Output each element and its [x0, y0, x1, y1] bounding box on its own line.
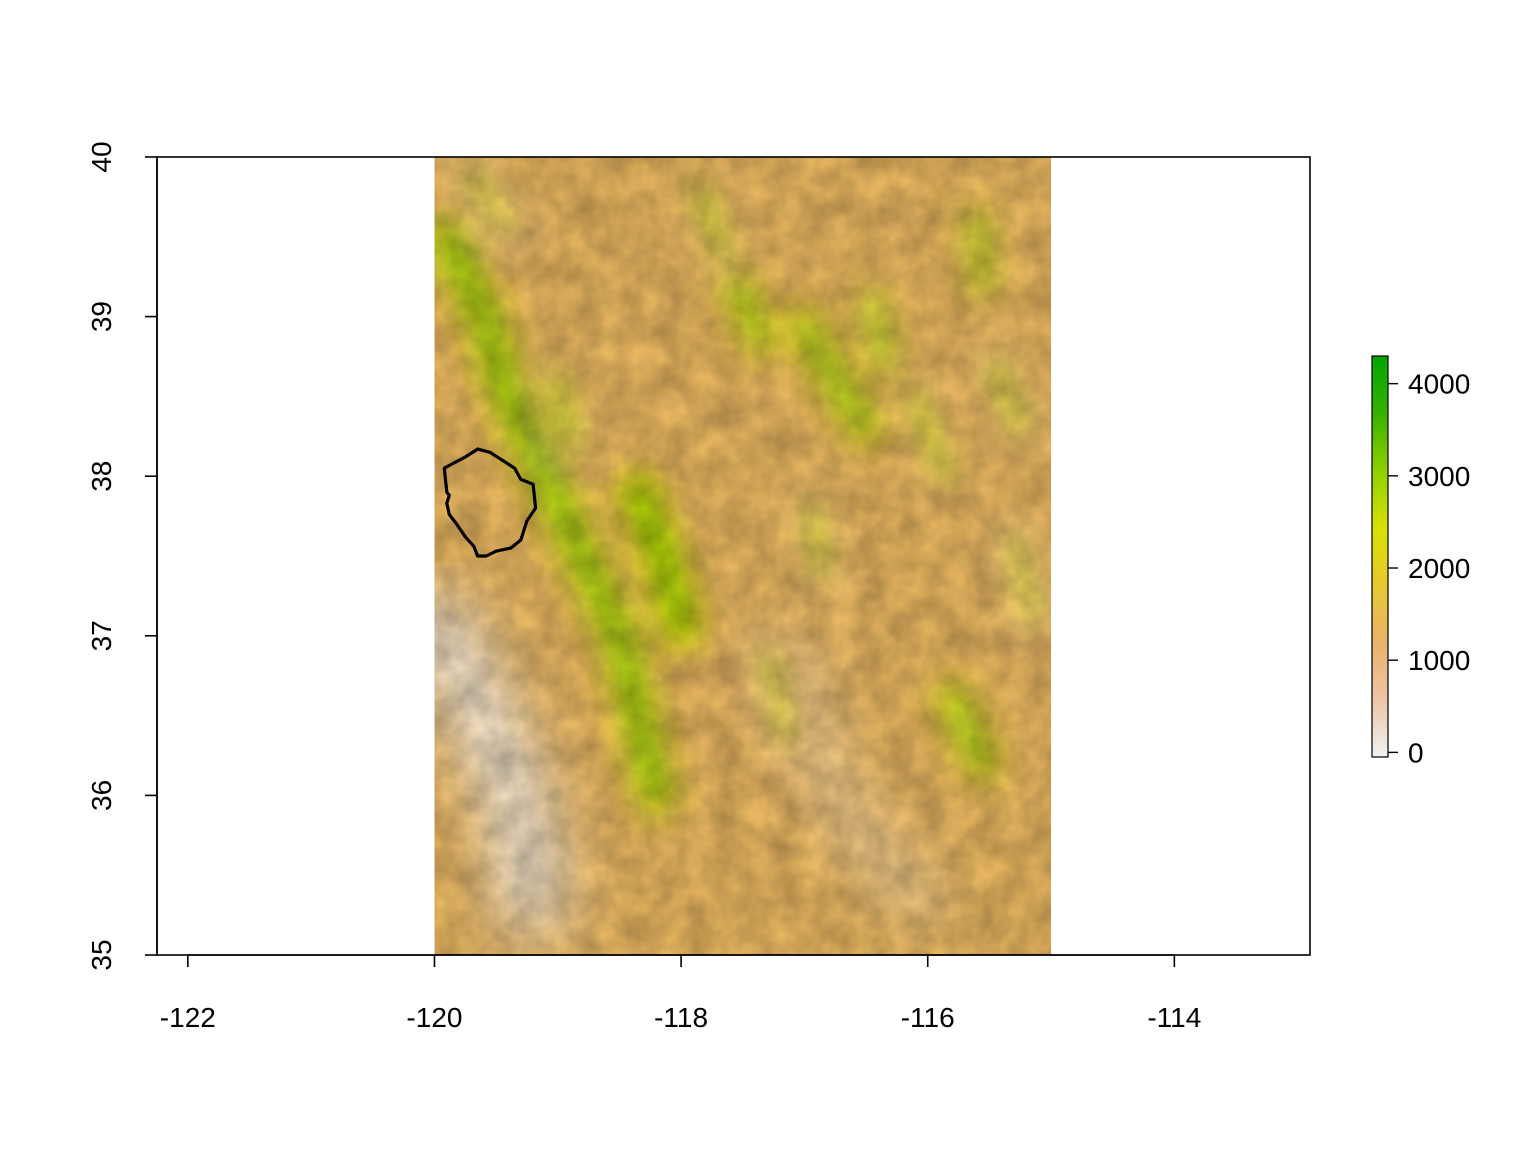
legend-tick-label: 2000: [1408, 553, 1470, 584]
x-tick-label: -120: [406, 1002, 462, 1033]
y-axis: 35 36 37 38 39 40: [86, 141, 158, 971]
y-tick-label: 38: [86, 461, 117, 492]
legend-tick-label: 4000: [1408, 369, 1470, 400]
x-axis: -122 -120 -118 -116 -114: [160, 954, 1201, 1033]
legend-tick-label: 3000: [1408, 461, 1470, 492]
x-tick-label: -118: [654, 1002, 708, 1033]
watershed-outline: [442, 447, 538, 558]
y-tick-label: 36: [86, 780, 117, 811]
elevation-legend: 0 1000 2000 3000 4000: [1371, 355, 1470, 768]
y-tick-label: 35: [86, 939, 117, 970]
x-tick-label: -116: [901, 1002, 955, 1033]
x-tick-label: -122: [160, 1002, 216, 1033]
legend-tick-label: 1000: [1408, 645, 1470, 676]
y-tick-label: 39: [86, 301, 117, 332]
legend-tick-label: 0: [1408, 737, 1424, 768]
legend-colorbar: [1371, 355, 1389, 758]
y-tick-label: 40: [86, 141, 117, 172]
terrain-texture: [434, 157, 1052, 955]
x-tick-label: -114: [1147, 1002, 1201, 1033]
elevation-raster: [434, 157, 1052, 955]
y-tick-label: 37: [86, 620, 117, 651]
